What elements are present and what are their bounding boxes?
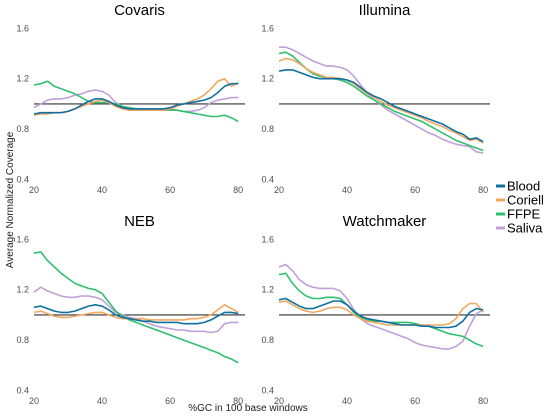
panel-illumina: Illumina 0.4 0.8 1.2 1.6 20 40 60 80	[261, 2, 490, 195]
x-tick-label: 40	[342, 396, 352, 406]
series-line-coriell	[278, 300, 484, 326]
series-line-ffpe	[33, 251, 239, 364]
panel-title: NEB	[124, 213, 155, 230]
series-line-blood	[33, 304, 239, 325]
y-tick-label: 1.6	[261, 23, 274, 33]
x-tick-label: 80	[478, 185, 488, 195]
legend-label-saliva: Saliva	[507, 221, 543, 236]
legend-label-coriell: Coriell	[507, 193, 544, 208]
series-line-coriell	[33, 304, 239, 321]
y-tick-label: 0.8	[16, 335, 29, 345]
y-tick-label: 1.2	[261, 285, 274, 295]
series-line-saliva	[278, 263, 484, 350]
series-line-coriell	[278, 57, 484, 144]
panel-title: Watchmaker	[343, 213, 427, 230]
y-tick-label: 0.4	[16, 174, 29, 184]
series-line-saliva	[33, 286, 239, 334]
legend-label-ffpe: FFPE	[507, 207, 541, 222]
x-tick-label: 20	[29, 396, 39, 406]
x-axis-title: %GC in 100 base windows	[188, 403, 308, 414]
x-tick-label: 60	[165, 396, 175, 406]
series-line-ffpe	[278, 51, 484, 152]
x-tick-label: 40	[97, 396, 107, 406]
series-line-ffpe	[33, 80, 239, 123]
series-line-saliva	[279, 46, 484, 154]
y-tick-label: 1.6	[16, 23, 29, 33]
y-tick-label: 0.4	[16, 385, 29, 395]
panel-neb: NEB 0.4 0.8 1.2 1.6 20 40 60 80	[16, 213, 245, 406]
y-tick-label: 0.8	[261, 335, 274, 345]
x-tick-label: 40	[97, 185, 107, 195]
x-tick-label: 60	[165, 185, 175, 195]
y-tick-label: 0.8	[16, 124, 29, 134]
panel-watchmaker: Watchmaker 0.4 0.8 1.2 1.6 20 40 60 80	[261, 213, 490, 406]
y-tick-label: 1.2	[261, 74, 274, 84]
series-line-blood	[33, 82, 239, 115]
series-line-blood	[278, 69, 484, 143]
y-tick-label: 1.6	[261, 234, 274, 244]
y-tick-label: 1.6	[16, 234, 29, 244]
x-tick-label: 20	[29, 185, 39, 195]
x-tick-label: 60	[410, 185, 420, 195]
legend-label-blood: Blood	[507, 179, 540, 194]
panels: Covaris 0.4 0.8 1.2 1.6 20 40 60 80 Illumina 0.4 0.…	[16, 2, 490, 406]
x-tick-label: 20	[274, 396, 284, 406]
y-tick-label: 1.2	[16, 285, 29, 295]
panel-covaris: Covaris 0.4 0.8 1.2 1.6 20 40 60 80	[16, 2, 245, 195]
panel-title: Illumina	[359, 2, 411, 19]
panel-title: Covaris	[114, 2, 165, 19]
x-tick-label: 80	[233, 185, 243, 195]
series-line-ffpe	[278, 272, 484, 348]
x-tick-label: 40	[342, 185, 352, 195]
series-line-blood	[278, 297, 484, 329]
x-tick-label: 80	[233, 396, 243, 406]
y-axis-title: Average Normalized Coverage	[5, 131, 16, 268]
y-tick-label: 0.4	[261, 174, 274, 184]
x-tick-label: 60	[410, 396, 420, 406]
x-tick-label: 80	[478, 396, 488, 406]
y-tick-label: 1.2	[16, 74, 29, 84]
y-tick-label: 0.4	[261, 385, 274, 395]
x-tick-label: 20	[274, 185, 284, 195]
series-line-coriell	[33, 77, 239, 116]
y-tick-label: 0.8	[261, 124, 274, 134]
